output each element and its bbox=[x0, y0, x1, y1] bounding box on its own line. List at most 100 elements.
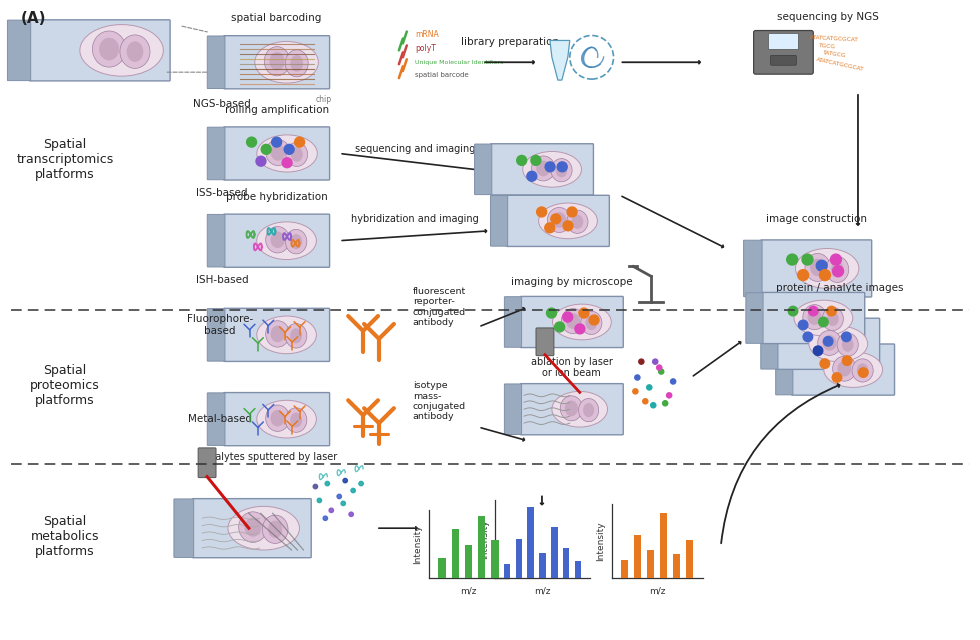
Ellipse shape bbox=[852, 359, 873, 382]
Text: spatial barcoding: spatial barcoding bbox=[231, 13, 321, 22]
Ellipse shape bbox=[808, 326, 867, 362]
Text: polyT: polyT bbox=[415, 44, 436, 53]
FancyBboxPatch shape bbox=[207, 393, 225, 445]
FancyBboxPatch shape bbox=[223, 127, 329, 180]
Ellipse shape bbox=[120, 35, 150, 68]
Ellipse shape bbox=[531, 156, 555, 181]
Circle shape bbox=[843, 356, 852, 365]
Ellipse shape bbox=[257, 135, 318, 172]
Circle shape bbox=[547, 308, 557, 318]
Ellipse shape bbox=[290, 328, 302, 343]
Ellipse shape bbox=[551, 159, 572, 182]
Bar bbox=[465, 545, 472, 578]
Circle shape bbox=[651, 403, 656, 408]
Circle shape bbox=[804, 332, 812, 342]
FancyBboxPatch shape bbox=[505, 297, 521, 348]
Text: library preparation: library preparation bbox=[462, 37, 560, 47]
Bar bbox=[504, 564, 511, 578]
Circle shape bbox=[799, 320, 808, 330]
Ellipse shape bbox=[556, 163, 567, 177]
Ellipse shape bbox=[857, 364, 868, 378]
Ellipse shape bbox=[285, 50, 308, 77]
Bar bbox=[661, 513, 667, 578]
FancyBboxPatch shape bbox=[507, 195, 610, 246]
Circle shape bbox=[813, 346, 823, 355]
Circle shape bbox=[318, 498, 321, 502]
Ellipse shape bbox=[265, 47, 290, 76]
Ellipse shape bbox=[536, 161, 551, 176]
Ellipse shape bbox=[817, 330, 841, 355]
Ellipse shape bbox=[270, 410, 285, 426]
Circle shape bbox=[842, 332, 852, 342]
Ellipse shape bbox=[92, 31, 125, 67]
Text: sequencing and imaging: sequencing and imaging bbox=[355, 145, 475, 154]
Text: rolling amplification: rolling amplification bbox=[224, 105, 328, 115]
Bar bbox=[647, 550, 655, 578]
Ellipse shape bbox=[822, 335, 837, 351]
Ellipse shape bbox=[266, 227, 289, 253]
Bar bbox=[515, 539, 522, 578]
FancyBboxPatch shape bbox=[207, 127, 225, 180]
Ellipse shape bbox=[257, 316, 317, 354]
Circle shape bbox=[670, 379, 676, 384]
FancyBboxPatch shape bbox=[760, 319, 778, 369]
Ellipse shape bbox=[266, 405, 289, 431]
Circle shape bbox=[653, 359, 658, 364]
Text: sequencing by NGS: sequencing by NGS bbox=[777, 12, 879, 22]
Ellipse shape bbox=[562, 308, 585, 333]
Bar bbox=[686, 540, 694, 578]
Text: fluorescent
reporter-
conjugated
antibody: fluorescent reporter- conjugated antibod… bbox=[413, 287, 466, 327]
FancyBboxPatch shape bbox=[776, 344, 793, 395]
Circle shape bbox=[563, 312, 572, 322]
Bar bbox=[673, 554, 680, 578]
Circle shape bbox=[823, 337, 833, 346]
Ellipse shape bbox=[99, 38, 120, 60]
Ellipse shape bbox=[566, 313, 580, 329]
FancyBboxPatch shape bbox=[8, 20, 30, 81]
Text: chip: chip bbox=[316, 95, 331, 104]
Circle shape bbox=[635, 375, 640, 380]
Circle shape bbox=[802, 254, 813, 265]
Ellipse shape bbox=[285, 229, 307, 254]
Circle shape bbox=[659, 369, 663, 374]
Ellipse shape bbox=[564, 401, 578, 416]
Circle shape bbox=[567, 207, 577, 217]
Text: ATATCATGCGCAT: ATATCATGCGCAT bbox=[810, 35, 859, 42]
FancyBboxPatch shape bbox=[777, 318, 880, 369]
Circle shape bbox=[359, 481, 364, 486]
FancyBboxPatch shape bbox=[746, 292, 763, 343]
Circle shape bbox=[819, 269, 830, 280]
Text: m/z: m/z bbox=[534, 586, 551, 595]
Text: imaging by microscope: imaging by microscope bbox=[511, 277, 632, 287]
Circle shape bbox=[643, 399, 648, 404]
Ellipse shape bbox=[826, 257, 849, 282]
Ellipse shape bbox=[255, 42, 318, 83]
Circle shape bbox=[579, 308, 589, 318]
Ellipse shape bbox=[837, 361, 852, 376]
FancyBboxPatch shape bbox=[760, 240, 871, 297]
Ellipse shape bbox=[552, 212, 566, 228]
Circle shape bbox=[349, 512, 354, 516]
Text: TGCG: TGCG bbox=[818, 43, 836, 50]
Circle shape bbox=[657, 365, 662, 370]
FancyBboxPatch shape bbox=[520, 383, 623, 435]
FancyBboxPatch shape bbox=[207, 308, 225, 361]
Circle shape bbox=[551, 214, 561, 224]
FancyBboxPatch shape bbox=[207, 36, 225, 88]
Ellipse shape bbox=[561, 396, 582, 421]
Ellipse shape bbox=[266, 321, 289, 347]
Circle shape bbox=[808, 307, 818, 316]
Bar bbox=[574, 561, 581, 578]
FancyBboxPatch shape bbox=[761, 292, 864, 344]
FancyBboxPatch shape bbox=[223, 392, 329, 445]
Text: hybridization and imaging: hybridization and imaging bbox=[351, 214, 478, 224]
Bar bbox=[634, 535, 641, 578]
Ellipse shape bbox=[581, 311, 602, 335]
Circle shape bbox=[545, 162, 555, 172]
Ellipse shape bbox=[796, 248, 858, 289]
Ellipse shape bbox=[803, 305, 826, 330]
Text: ISS-based: ISS-based bbox=[196, 188, 248, 198]
Ellipse shape bbox=[270, 145, 285, 161]
Bar bbox=[563, 548, 569, 578]
FancyBboxPatch shape bbox=[770, 55, 797, 65]
